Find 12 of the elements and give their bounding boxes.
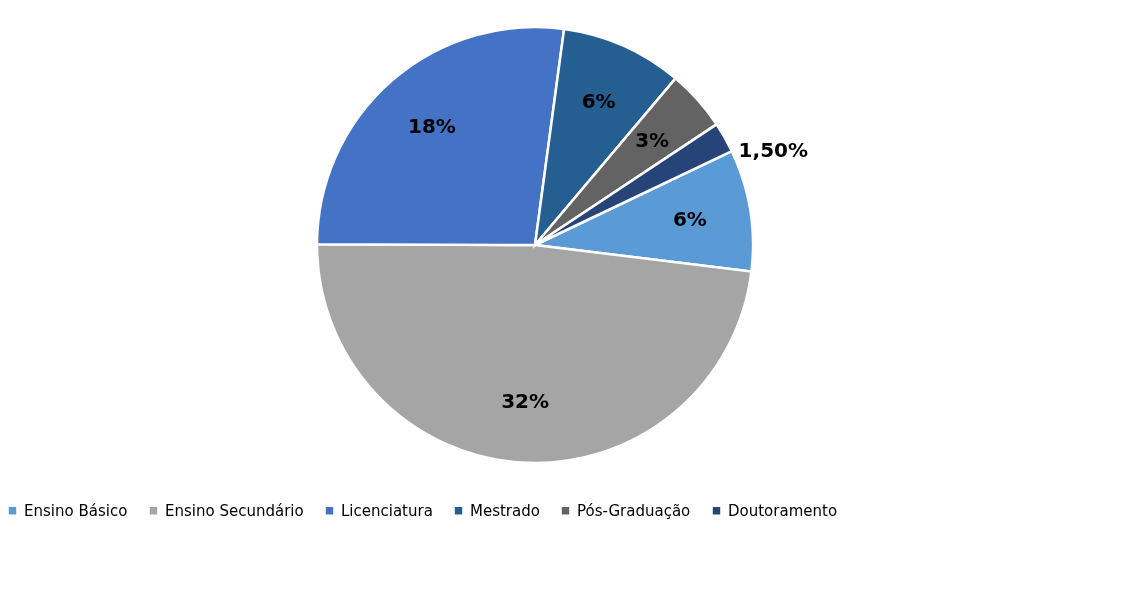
legend-label: Licenciatura xyxy=(341,501,433,520)
data-label: 32% xyxy=(501,388,550,413)
data-label: 6% xyxy=(672,206,707,231)
legend-label: Ensino Básico xyxy=(24,501,128,520)
data-label: 6% xyxy=(581,88,616,113)
data-label: 1,50% xyxy=(738,138,809,163)
legend-label: Mestrado xyxy=(470,501,540,520)
data-label: 18% xyxy=(407,113,456,138)
data-label: 3% xyxy=(635,127,670,152)
legend-label: Pós-Graduação xyxy=(577,501,691,520)
legend-label: Doutoramento xyxy=(728,501,838,520)
legend-label: Ensino Secundário xyxy=(165,501,304,520)
